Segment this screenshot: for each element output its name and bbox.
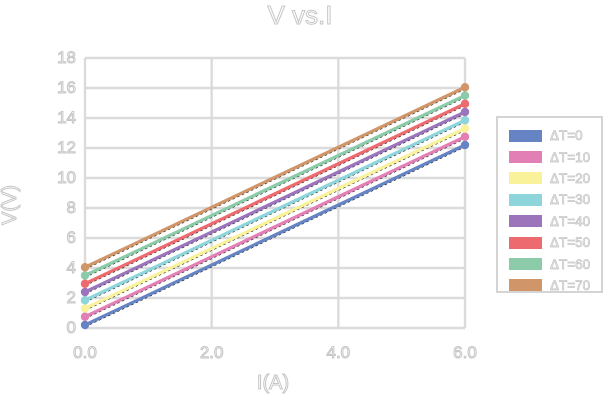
series-marker-t-60 (80, 271, 90, 280)
legend-label-t-50: ΔT=50 (550, 235, 591, 251)
x-tick-label: 2.0 (199, 343, 224, 363)
series-line-t-30 (83, 118, 467, 302)
series-marker-t-0 (80, 320, 90, 330)
y-tick-label: 12 (57, 138, 77, 158)
legend-item-t-50: ΔT=50 (498, 232, 601, 253)
series-marker-t-70 (460, 83, 470, 92)
legend: ΔT=0 ΔT=10 ΔT=20 ΔT=30 ΔT=40 ΔT=50 ΔT=60 ΔT=70 (496, 116, 603, 293)
series-marker-t-10 (460, 132, 470, 141)
series-marker-t-50 (460, 99, 470, 108)
y-tick-label: 10 (57, 168, 77, 188)
legend-item-t-10: ΔT=10 (498, 146, 601, 167)
legend-label-t-20: ΔT=20 (550, 170, 591, 187)
legend-swatch-t-60 (509, 258, 542, 271)
x-tick-label: 0.0 (73, 343, 98, 363)
x-tick-label: 6.0 (453, 343, 478, 363)
y-tick-label: 6 (66, 228, 76, 248)
series-line-t-40 (83, 110, 467, 294)
series-line-t-10 (83, 135, 467, 319)
series-marker-t-0 (460, 140, 470, 150)
legend-swatch-t-40 (509, 215, 542, 228)
legend-swatch-t-20 (509, 172, 542, 185)
legend-swatch-t-50 (509, 236, 542, 249)
series-line-t-20 (83, 126, 467, 311)
y-tick-label: 18 (57, 48, 77, 68)
y-tick-label: 2 (66, 288, 76, 308)
y-tick-label: 14 (57, 108, 77, 128)
legend-swatch-t-10 (509, 151, 542, 164)
legend-item-t-70: ΔT=70 (498, 275, 601, 296)
series-marker-t-20 (80, 304, 90, 313)
legend-label-t-70: ΔT=70 (550, 277, 591, 294)
series-marker-t-70 (80, 263, 90, 272)
series-line-t-50 (83, 102, 467, 286)
legend-swatch-t-70 (509, 279, 542, 292)
legend-item-t-30: ΔT=30 (498, 189, 601, 210)
legend-swatch-t-0 (509, 129, 542, 142)
legend-label-t-40: ΔT=40 (550, 213, 591, 229)
y-tick-label: 0 (66, 318, 76, 338)
y-tick-label: 4 (66, 258, 76, 278)
x-tick-label: 4.0 (326, 343, 351, 363)
legend-swatch-t-30 (509, 193, 542, 206)
series-marker-t-20 (460, 124, 470, 133)
series-line-t-0 (83, 143, 467, 327)
y-tick-label: 16 (57, 78, 77, 98)
series-marker-t-40 (80, 287, 90, 297)
series-marker-t-30 (80, 296, 90, 305)
series-marker-t-50 (80, 279, 90, 288)
series-marker-t-60 (460, 91, 470, 100)
series-marker-t-40 (460, 107, 470, 117)
legend-label-t-30: ΔT=30 (550, 192, 591, 208)
legend-label-t-60: ΔT=60 (550, 256, 591, 272)
y-tick-label: 8 (66, 198, 76, 218)
series-line-t-60 (83, 93, 467, 278)
legend-item-t-60: ΔT=60 (498, 253, 601, 274)
series-marker-t-10 (80, 312, 90, 321)
legend-label-t-10: ΔT=10 (550, 149, 591, 165)
x-axis-title: I(A) (256, 372, 290, 395)
legend-item-t-0: ΔT=0 (498, 125, 601, 146)
legend-label-t-0: ΔT=0 (550, 128, 583, 144)
legend-item-t-40: ΔT=40 (498, 211, 601, 232)
series-line-t-70 (83, 85, 467, 269)
y-axis-title: V(V) (0, 185, 22, 226)
series-marker-t-30 (460, 116, 470, 125)
legend-item-t-20: ΔT=20 (498, 168, 601, 189)
chart-title: V vs.I (267, 0, 333, 31)
